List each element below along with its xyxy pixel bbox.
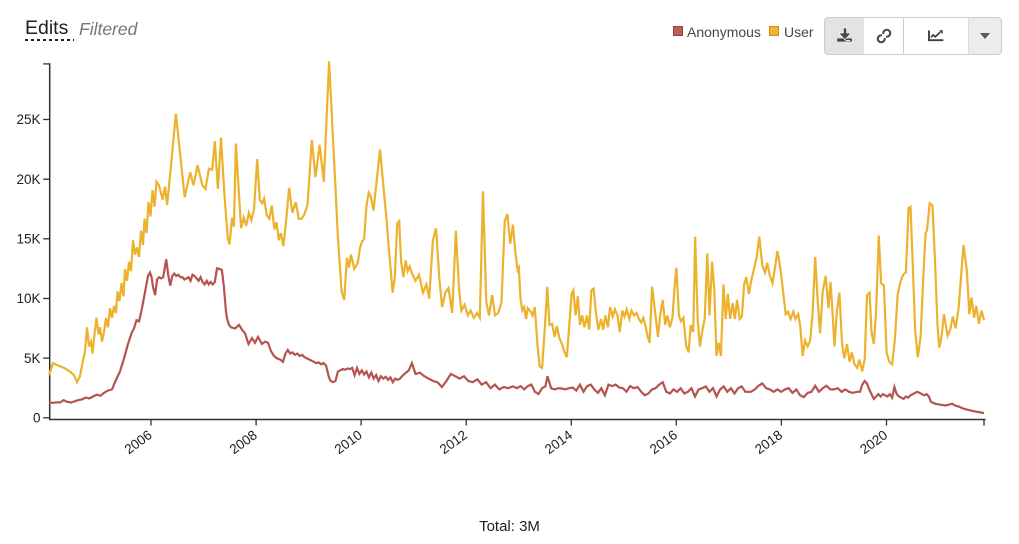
svg-text:20K: 20K: [16, 172, 40, 187]
svg-text:0: 0: [33, 411, 41, 426]
svg-text:2014: 2014: [542, 427, 576, 457]
svg-text:2010: 2010: [332, 427, 365, 457]
svg-text:2016: 2016: [647, 427, 680, 457]
svg-text:25K: 25K: [16, 112, 40, 127]
svg-text:2018: 2018: [752, 427, 785, 457]
svg-text:5K: 5K: [24, 351, 41, 366]
svg-text:15K: 15K: [16, 232, 40, 247]
svg-text:2006: 2006: [122, 427, 155, 457]
svg-text:2020: 2020: [857, 427, 890, 457]
svg-text:2008: 2008: [227, 427, 260, 457]
svg-text:2012: 2012: [437, 427, 470, 457]
svg-text:10K: 10K: [16, 291, 40, 306]
